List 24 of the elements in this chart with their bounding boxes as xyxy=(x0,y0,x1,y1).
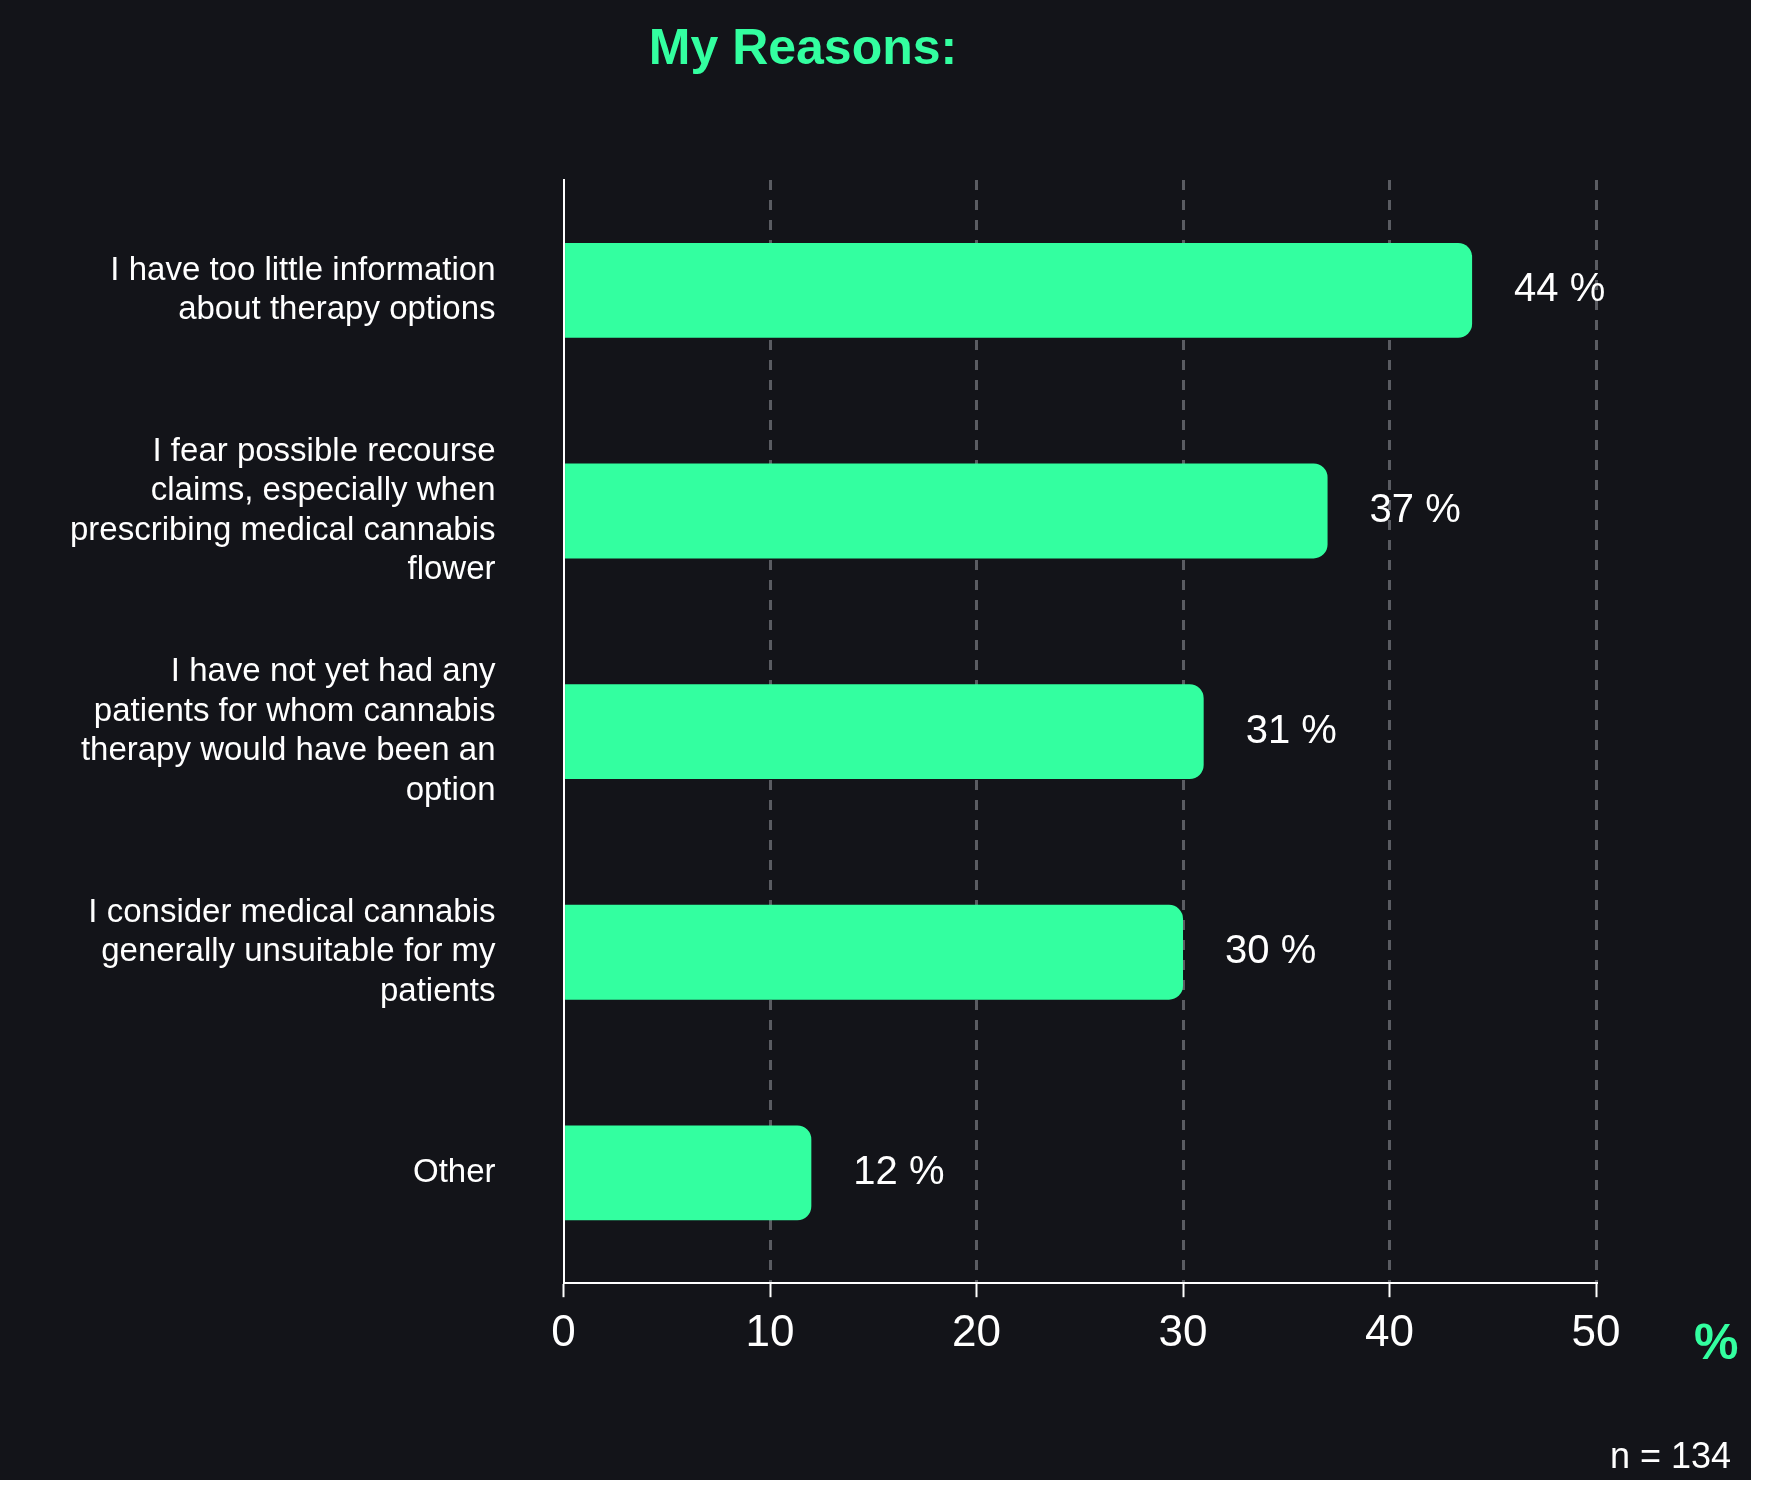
x-tick-label: 10 xyxy=(745,1305,795,1355)
x-axis-title: % xyxy=(1694,1313,1739,1370)
x-tick-label: 50 xyxy=(1571,1305,1621,1355)
data-label: 30 % xyxy=(1225,927,1317,972)
bar xyxy=(565,904,1184,1000)
y-tick-label: Other xyxy=(413,1151,496,1189)
data-label: 37 % xyxy=(1369,485,1461,530)
bar xyxy=(565,463,1328,559)
y-tick-label: I fear possible recourse claims, especially when prescribing medical cannabis flower xyxy=(69,430,496,587)
x-tick-label: 0 xyxy=(551,1305,576,1355)
x-tick-label: 20 xyxy=(952,1305,1002,1355)
x-tick-label: 30 xyxy=(1158,1305,1208,1355)
y-tick-label: I have not yet had any patients for whom cannabis therapy would have been an option xyxy=(80,651,497,808)
data-label: 31 % xyxy=(1245,706,1337,751)
text: n = 134 xyxy=(1609,1434,1731,1476)
x-tick-label: 40 xyxy=(1365,1305,1414,1355)
chart-title: My Reasons: xyxy=(648,18,958,75)
bar xyxy=(565,1125,812,1221)
data-label: 44 % xyxy=(1514,265,1606,310)
y-tick-label: I consider medical cannabis generally unsuitable for my patients xyxy=(88,891,497,1008)
bar xyxy=(565,242,1473,338)
data-label: 12 % xyxy=(853,1147,945,1192)
y-tick-label: I have too little information about therapy options xyxy=(110,249,496,327)
bar xyxy=(565,684,1204,780)
